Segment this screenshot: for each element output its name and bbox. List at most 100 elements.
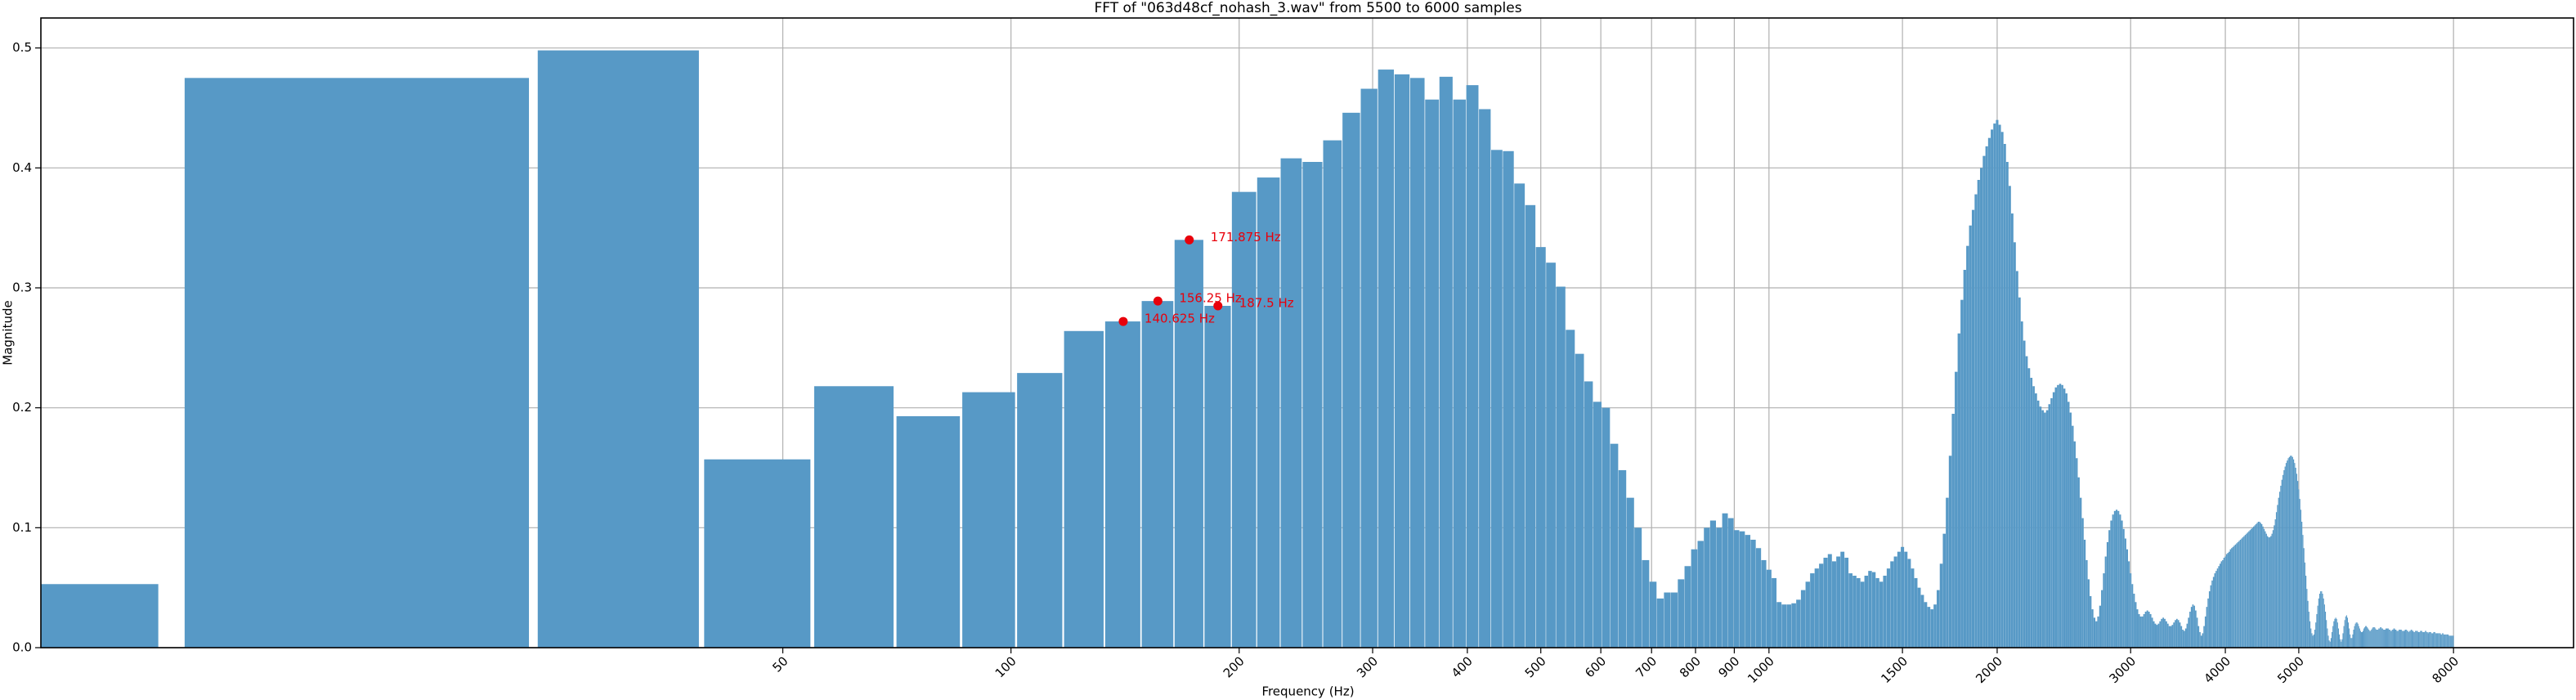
bar	[1697, 541, 1704, 648]
bar	[1649, 581, 1657, 648]
bar	[1525, 204, 1536, 648]
bar	[2130, 573, 2132, 648]
bar	[2196, 617, 2198, 648]
bar	[2242, 537, 2244, 648]
bar	[2327, 635, 2329, 648]
bar	[2342, 633, 2344, 648]
bar	[2202, 633, 2204, 648]
x-tick-label: 5000	[2274, 653, 2307, 686]
bar	[2108, 530, 2111, 648]
bar	[2449, 635, 2451, 648]
bar	[2374, 627, 2376, 648]
x-tick-label: 50	[769, 653, 791, 675]
bar	[2144, 612, 2147, 648]
bar	[2154, 623, 2157, 648]
bar	[2227, 553, 2229, 648]
bar	[2427, 633, 2429, 648]
bar	[1439, 76, 1453, 648]
bar	[2097, 616, 2099, 648]
bar	[2417, 631, 2419, 648]
bar	[2383, 630, 2385, 648]
bar	[1844, 558, 1849, 648]
bar	[2354, 623, 2356, 648]
bar	[2076, 458, 2078, 648]
bar	[2206, 607, 2208, 648]
bar	[1823, 558, 1828, 648]
bar	[2182, 630, 2184, 648]
bar	[2332, 626, 2334, 648]
bar	[2362, 631, 2363, 648]
bar	[2281, 479, 2283, 648]
bar	[1490, 150, 1503, 648]
bar	[2216, 568, 2219, 648]
bar	[2398, 630, 2399, 648]
bar	[2294, 463, 2296, 648]
bar	[2068, 402, 2070, 648]
bar	[2000, 132, 2004, 648]
bar	[2141, 616, 2144, 648]
bar	[2020, 321, 2023, 648]
bar	[2256, 523, 2258, 648]
bar	[1535, 247, 1546, 648]
bar	[1893, 556, 1897, 648]
bar	[2234, 544, 2237, 648]
bar	[2275, 512, 2278, 648]
bar	[1974, 194, 1978, 648]
bar	[2208, 591, 2211, 648]
bar	[2180, 626, 2183, 648]
bar	[1453, 99, 1466, 648]
bar	[2425, 630, 2426, 648]
bar	[2412, 630, 2413, 648]
bar	[2357, 623, 2359, 648]
bar	[2259, 522, 2260, 648]
bar	[2380, 627, 2381, 648]
bar	[1584, 381, 1593, 648]
bar	[2171, 625, 2174, 648]
bar	[2446, 634, 2448, 648]
bar	[2063, 388, 2066, 648]
bar	[1993, 123, 1996, 648]
bar	[2189, 612, 2191, 648]
bar	[2054, 387, 2058, 648]
bar	[2444, 634, 2445, 648]
bar	[2170, 626, 2172, 648]
bar	[2418, 631, 2420, 648]
bar	[2271, 533, 2273, 648]
bar	[2303, 548, 2305, 648]
bar	[2341, 639, 2343, 648]
bar	[2008, 186, 2011, 648]
bar	[2148, 612, 2150, 648]
bar	[2401, 630, 2403, 648]
bar	[1969, 225, 1972, 648]
bar	[1733, 530, 1740, 648]
bar	[1987, 137, 1991, 648]
bar	[2204, 616, 2206, 648]
bar	[2442, 633, 2443, 648]
x-tick-label: 500	[1522, 653, 1549, 680]
bar	[2429, 631, 2430, 648]
bar	[2339, 634, 2341, 648]
bar	[2265, 533, 2267, 648]
bar	[2430, 633, 2432, 648]
bar	[1064, 330, 1104, 648]
y-axis-label: Magnitude	[1, 300, 16, 365]
bar	[2377, 630, 2379, 648]
bar	[2316, 613, 2318, 648]
bar	[2093, 617, 2096, 648]
bar	[2391, 630, 2393, 648]
bar	[2415, 630, 2416, 648]
bar	[2081, 518, 2084, 648]
bar	[1104, 321, 1140, 648]
bar	[1911, 568, 1915, 648]
bar	[2385, 630, 2386, 648]
bar	[2113, 510, 2116, 648]
chart-title: FFT of "063d48cf_nohash_3.wav" from 5500…	[1094, 0, 1521, 16]
bar	[41, 584, 159, 648]
bar	[2052, 392, 2055, 648]
bar	[2334, 618, 2336, 648]
bar	[1593, 402, 1602, 648]
bar	[2241, 538, 2242, 648]
bar	[2386, 628, 2387, 648]
bar	[2421, 630, 2422, 648]
bar	[1977, 180, 1980, 648]
